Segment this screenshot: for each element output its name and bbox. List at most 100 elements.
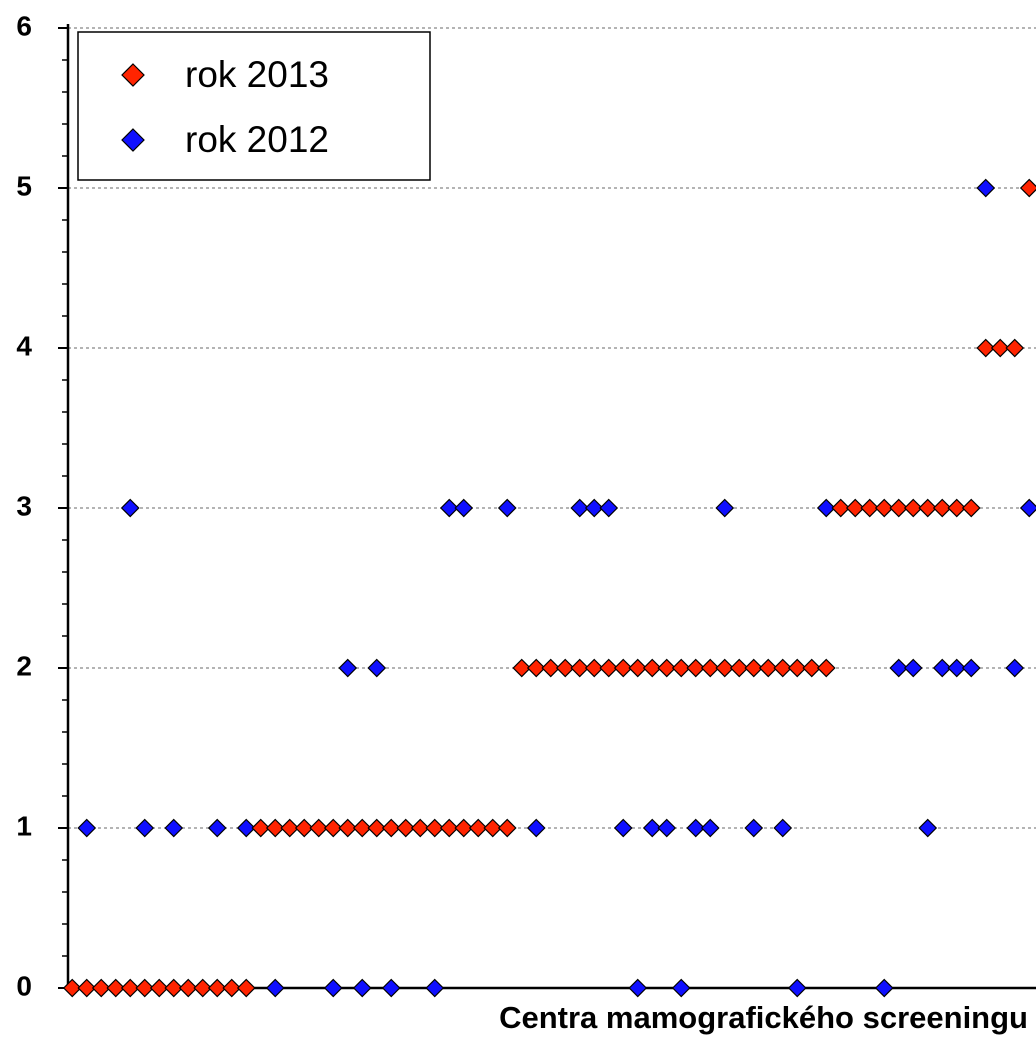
- data-point: [918, 498, 938, 518]
- data-point: [802, 658, 822, 678]
- data-point: [207, 818, 227, 838]
- data-point: [671, 658, 691, 678]
- data-point: [990, 338, 1010, 358]
- data-point: [120, 978, 140, 998]
- data-point: [352, 818, 372, 838]
- data-point: [265, 818, 285, 838]
- legend-box: [77, 31, 431, 181]
- data-point: [425, 978, 445, 998]
- data-point: [773, 818, 793, 838]
- data-point: [628, 658, 648, 678]
- data-point: [555, 658, 575, 678]
- data-point: [512, 658, 532, 678]
- data-point: [77, 818, 97, 838]
- data-point: [845, 498, 865, 518]
- data-point: [889, 658, 909, 678]
- data-point: [715, 498, 735, 518]
- data-point: [309, 818, 329, 838]
- data-point: [526, 818, 546, 838]
- data-point: [773, 658, 793, 678]
- data-point: [497, 498, 517, 518]
- data-point: [599, 498, 619, 518]
- data-point: [613, 658, 633, 678]
- data-point: [831, 498, 851, 518]
- y-tick-label: 3: [16, 490, 32, 521]
- data-point: [657, 818, 677, 838]
- data-point: [468, 818, 488, 838]
- data-point: [932, 498, 952, 518]
- data-point: [787, 978, 807, 998]
- data-point: [497, 818, 517, 838]
- data-point: [149, 978, 169, 998]
- data-point: [425, 818, 445, 838]
- data-point: [744, 818, 764, 838]
- data-point: [889, 498, 909, 518]
- data-point: [541, 658, 561, 678]
- data-point: [338, 818, 358, 838]
- data-point: [947, 498, 967, 518]
- data-point: [700, 818, 720, 838]
- data-point: [178, 978, 198, 998]
- data-point: [947, 658, 967, 678]
- data-point: [164, 978, 184, 998]
- data-point: [381, 818, 401, 838]
- data-point: [642, 658, 662, 678]
- data-point: [396, 818, 416, 838]
- data-point: [135, 978, 155, 998]
- data-point: [338, 658, 358, 678]
- data-point: [439, 498, 459, 518]
- data-point: [874, 498, 894, 518]
- data-point: [657, 658, 677, 678]
- data-point: [1019, 498, 1036, 518]
- data-point: [1019, 178, 1036, 198]
- data-point: [483, 818, 503, 838]
- data-point: [816, 658, 836, 678]
- data-point: [874, 978, 894, 998]
- data-point: [860, 498, 880, 518]
- y-tick-label: 4: [16, 330, 32, 361]
- data-point: [367, 658, 387, 678]
- data-point: [903, 658, 923, 678]
- y-tick-label: 1: [16, 810, 32, 841]
- data-point: [613, 818, 633, 838]
- data-point: [758, 658, 778, 678]
- data-point: [193, 978, 213, 998]
- data-point: [729, 658, 749, 678]
- data-point: [628, 978, 648, 998]
- data-point: [381, 978, 401, 998]
- data-point: [62, 978, 82, 998]
- data-point: [164, 818, 184, 838]
- data-point: [584, 498, 604, 518]
- data-point: [816, 498, 836, 518]
- data-point: [120, 498, 140, 518]
- data-point: [961, 658, 981, 678]
- data-point: [236, 978, 256, 998]
- data-point: [410, 818, 430, 838]
- data-point: [280, 818, 300, 838]
- data-point: [454, 818, 474, 838]
- data-point: [932, 658, 952, 678]
- data-point: [135, 818, 155, 838]
- data-point: [323, 818, 343, 838]
- data-point: [526, 658, 546, 678]
- y-tick-label: 2: [16, 650, 32, 681]
- data-point: [715, 658, 735, 678]
- data-point: [787, 658, 807, 678]
- data-point: [294, 818, 314, 838]
- data-point: [352, 978, 372, 998]
- data-point: [686, 658, 706, 678]
- data-point: [91, 978, 111, 998]
- y-tick-label: 0: [16, 970, 32, 1001]
- legend-marker: [121, 63, 145, 87]
- x-axis-title: Centra mamografického screeningu: [499, 1000, 1028, 1035]
- data-point: [918, 818, 938, 838]
- data-point: [686, 818, 706, 838]
- data-point: [961, 498, 981, 518]
- data-point: [236, 818, 256, 838]
- data-point: [265, 978, 285, 998]
- data-point: [1005, 338, 1025, 358]
- data-point: [744, 658, 764, 678]
- data-point: [222, 978, 242, 998]
- data-point: [1005, 658, 1025, 678]
